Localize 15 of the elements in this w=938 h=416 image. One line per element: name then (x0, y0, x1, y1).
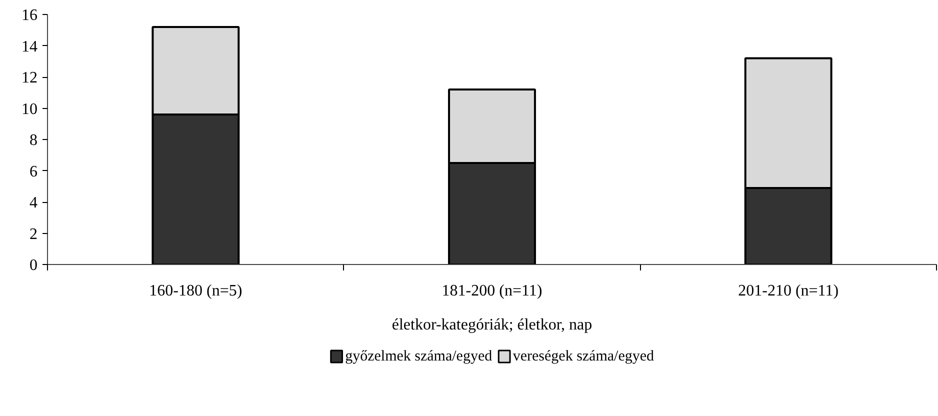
x-tick-label: 160-180 (n=5) (149, 282, 242, 300)
y-tick-label: 16 (22, 7, 38, 24)
y-tick-label: 6 (30, 163, 38, 180)
legend-label: győzelmek száma/egyed (345, 348, 493, 364)
legend-label: vereségek száma/egyed (512, 348, 655, 364)
x-tick-label: 181-200 (n=11) (442, 282, 542, 300)
y-tick-label: 0 (30, 257, 38, 274)
y-tick-label: 8 (30, 132, 38, 149)
y-tick-label: 10 (22, 100, 38, 118)
x-tick-label: 201-210 (n=11) (738, 282, 839, 300)
y-tick-label: 12 (22, 70, 38, 86)
x-axis-title: életkor-kategóriák; életkor, nap (392, 316, 592, 334)
y-tick-label: 14 (22, 38, 38, 56)
y-tick-label: 2 (30, 226, 38, 243)
y-tick-label: 4 (30, 194, 38, 212)
